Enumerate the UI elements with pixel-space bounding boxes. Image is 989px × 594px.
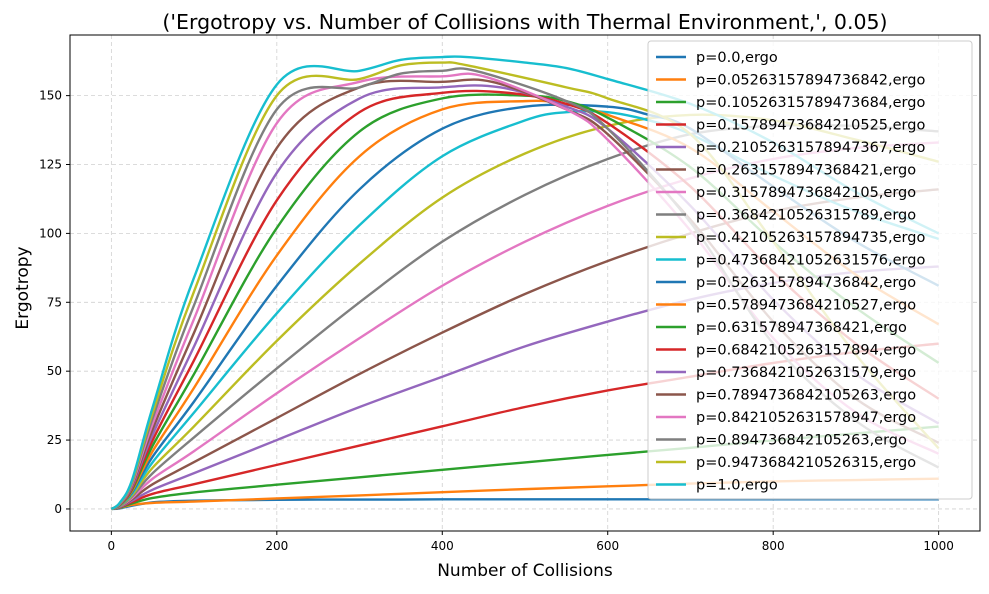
chart-title: ('Ergotropy vs. Number of Collisions wit… xyxy=(162,10,887,34)
legend-label: p=0.42105263157894735,ergo xyxy=(696,230,925,246)
y-tick-label: 125 xyxy=(39,158,62,172)
legend: p=0.0,ergo p=0.05263157894736842,ergo p=0.… xyxy=(647,40,973,500)
y-tick-label: 75 xyxy=(47,295,62,309)
legend-label: p=0.0,ergo xyxy=(696,50,778,66)
x-tick-label: 1000 xyxy=(923,539,954,553)
legend-label: p=0.6842105263157894,ergo xyxy=(696,343,916,359)
legend-label: p=0.3684210526315789,ergo xyxy=(696,208,916,224)
x-tick-label: 400 xyxy=(431,539,454,553)
legend-label: p=0.5263157894736842,ergo xyxy=(696,275,916,291)
x-tick-label: 800 xyxy=(762,539,785,553)
x-axis-label: Number of Collisions xyxy=(437,561,613,581)
axis-ticks: 0 200 400 600 800 1000 0 25 50 75 100 125 150 xyxy=(39,89,954,553)
legend-label: p=0.05263157894736842,ergo xyxy=(696,73,925,89)
legend-label: p=0.5789473684210527,ergo xyxy=(696,298,916,314)
plot-frame xyxy=(69,34,981,532)
y-tick-label: 150 xyxy=(39,89,62,103)
legend-label: p=0.10526315789473684,ergo xyxy=(696,95,925,111)
legend-label: p=0.7894736842105263,ergo xyxy=(696,388,916,404)
legend-label: p=0.7368421052631579,ergo xyxy=(696,365,916,381)
legend-label: p=0.15789473684210525,ergo xyxy=(696,118,925,134)
y-tick-label: 50 xyxy=(47,364,62,378)
legend-label: p=0.21052631578947367,ergo xyxy=(696,140,925,156)
legend-label: p=0.8421052631578947,ergo xyxy=(696,410,916,426)
y-tick-label: 0 xyxy=(54,502,62,516)
x-tick-label: 0 xyxy=(108,539,116,553)
legend-label: p=0.2631578947368421,ergo xyxy=(696,163,916,179)
legend-label: p=0.3157894736842105,ergo xyxy=(696,185,916,201)
legend-label: p=0.9473684210526315,ergo xyxy=(696,455,916,471)
y-axis-label: Ergotropy xyxy=(13,246,33,329)
x-tick-label: 600 xyxy=(596,539,619,553)
legend-label: p=0.894736842105263,ergo xyxy=(696,433,907,449)
legend-label: p=0.631578947368421,ergo xyxy=(696,320,907,336)
legend-label: p=1.0,ergo xyxy=(696,478,778,494)
y-tick-label: 100 xyxy=(39,226,62,240)
legend-label: p=0.47368421052631576,ergo xyxy=(696,253,925,269)
y-tick-label: 25 xyxy=(47,433,62,447)
legend-box xyxy=(647,40,973,500)
x-tick-label: 200 xyxy=(265,539,288,553)
